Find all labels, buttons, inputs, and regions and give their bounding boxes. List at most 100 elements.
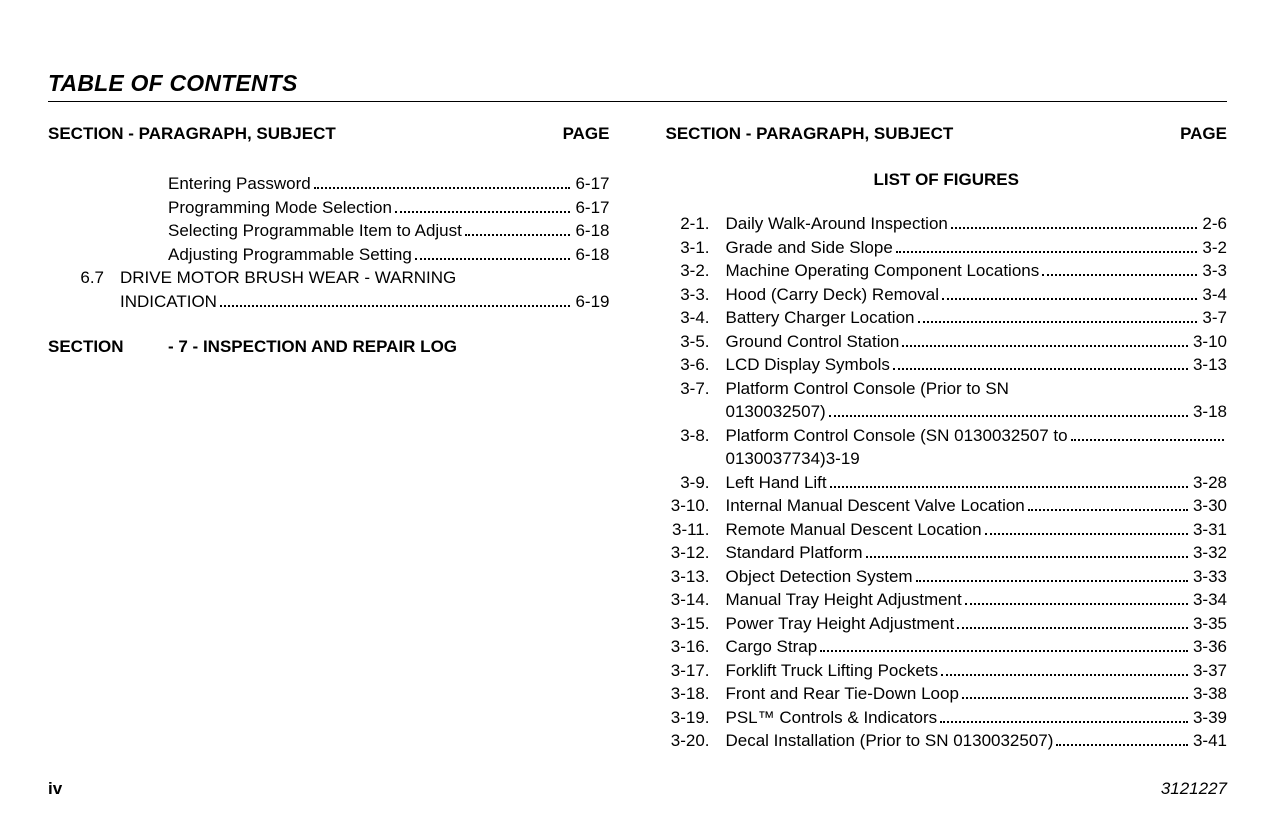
- toc-entry: 3-20.Decal Installation (Prior to SN 013…: [666, 729, 1228, 753]
- leader-dots: [395, 199, 571, 213]
- entry-page: 3-39: [1191, 706, 1227, 730]
- page-footer: iv 3121227: [48, 779, 1227, 799]
- leader-dots: [893, 356, 1188, 370]
- entry-title: Power Tray Height Adjustment: [726, 612, 955, 636]
- leader-dots: [957, 615, 1188, 629]
- colhead-left: SECTION - PARAGRAPH, SUBJECT: [48, 124, 336, 144]
- list-of-figures-heading: LIST OF FIGURES: [666, 170, 1228, 190]
- section-heading: SECTION - 7 - INSPECTION AND REPAIR LOG: [48, 337, 610, 357]
- entry-number: 3-3.: [666, 283, 726, 307]
- entry-title: Internal Manual Descent Valve Location: [726, 494, 1025, 518]
- toc-entry: 3-10.Internal Manual Descent Valve Locat…: [666, 494, 1228, 518]
- entry-number: 3-1.: [666, 236, 726, 260]
- toc-entry: 3-8.Platform Control Console (SN 0130032…: [666, 424, 1228, 448]
- entry-number: 3-13.: [666, 565, 726, 589]
- toc-entry: 3-19.PSL™ Controls & Indicators 3-39: [666, 706, 1228, 730]
- toc-entry: 3-16.Cargo Strap 3-36: [666, 635, 1228, 659]
- toc-entry: 3-14.Manual Tray Height Adjustment 3-34: [666, 588, 1228, 612]
- entry-title: Front and Rear Tie-Down Loop: [726, 682, 959, 706]
- colhead-left: SECTION - PARAGRAPH, SUBJECT: [666, 124, 954, 144]
- leader-dots: [314, 175, 571, 189]
- leader-dots: [951, 215, 1198, 229]
- entry-title: Selecting Programmable Item to Adjust: [168, 219, 462, 243]
- leader-dots: [940, 709, 1188, 723]
- entry-number: 3-16.: [666, 635, 726, 659]
- toc-entry: .0130037734)3-19: [666, 447, 1228, 471]
- toc-entry: 3-12.Standard Platform 3-32: [666, 541, 1228, 565]
- entry-page: 6-18: [573, 243, 609, 267]
- entry-number: 3-17.: [666, 659, 726, 683]
- entry-title: Standard Platform: [726, 541, 863, 565]
- leader-dots: [941, 662, 1188, 676]
- entry-title: LCD Display Symbols: [726, 353, 890, 377]
- entry-page: 3-37: [1191, 659, 1227, 683]
- toc-entry: 3-13.Object Detection System3-33: [666, 565, 1228, 589]
- entry-number: 3-11.: [666, 518, 726, 542]
- leader-dots: [829, 403, 1188, 417]
- entry-title: 0130037734)3-19: [726, 447, 860, 471]
- columns: SECTION - PARAGRAPH, SUBJECT PAGE Enteri…: [48, 124, 1227, 753]
- entry-page: 3-36: [1191, 635, 1227, 659]
- toc-entry: 3-5.Ground Control Station3-10: [666, 330, 1228, 354]
- entry-number: 3-2.: [666, 259, 726, 283]
- entry-number: 3-8.: [666, 424, 726, 448]
- entry-page: 3-7: [1200, 306, 1227, 330]
- leader-dots: [902, 333, 1188, 347]
- entry-title: Hood (Carry Deck) Removal: [726, 283, 940, 307]
- section-left: SECTION: [48, 337, 168, 357]
- toc-entry: 3-7.Platform Control Console (Prior to S…: [666, 377, 1228, 401]
- entry-number: 2-1.: [666, 212, 726, 236]
- entry-title: Decal Installation (Prior to SN 01300325…: [726, 729, 1054, 753]
- entry-title: Cargo Strap: [726, 635, 818, 659]
- entry-title: Adjusting Programmable Setting: [168, 243, 412, 267]
- leader-dots: [918, 309, 1198, 323]
- toc-entry: Programming Mode Selection 6-17: [48, 196, 610, 220]
- toc-entry: 6.7DRIVE MOTOR BRUSH WEAR - WARNING: [48, 266, 610, 290]
- leader-dots: [962, 685, 1188, 699]
- entry-title: Programming Mode Selection: [168, 196, 392, 220]
- entry-number: 3-18.: [666, 682, 726, 706]
- toc-entry: 3-11.Remote Manual Descent Location3-31: [666, 518, 1228, 542]
- toc-entry: Entering Password6-17: [48, 172, 610, 196]
- entry-page: 3-33: [1191, 565, 1227, 589]
- toc-entry: 2-1.Daily Walk-Around Inspection2-6: [666, 212, 1228, 236]
- entry-page: 3-35: [1191, 612, 1227, 636]
- entry-number: 3-20.: [666, 729, 726, 753]
- entry-page: 3-28: [1191, 471, 1227, 495]
- toc-entry: 3-17.Forklift Truck Lifting Pockets3-37: [666, 659, 1228, 683]
- footer-doc-number: 3121227: [1161, 779, 1227, 799]
- leader-dots: [1028, 497, 1188, 511]
- entry-title: INDICATION: [120, 290, 217, 314]
- entry-number: 3-5.: [666, 330, 726, 354]
- column-header: SECTION - PARAGRAPH, SUBJECT PAGE: [48, 124, 610, 144]
- entry-title: Manual Tray Height Adjustment: [726, 588, 962, 612]
- entry-page: 3-34: [1191, 588, 1227, 612]
- entry-page: 3-38: [1191, 682, 1227, 706]
- toc-entry: .0130032507)3-18: [666, 400, 1228, 424]
- entry-page: 3-41: [1191, 729, 1227, 753]
- leader-dots: [415, 246, 571, 260]
- entry-title: PSL™ Controls & Indicators: [726, 706, 938, 730]
- entry-page: 3-10: [1191, 330, 1227, 354]
- entry-page: 3-18: [1191, 400, 1227, 424]
- entry-number: 3-12.: [666, 541, 726, 565]
- leader-dots: [942, 286, 1197, 300]
- entry-number: 3-19.: [666, 706, 726, 730]
- entry-page: 3-30: [1191, 494, 1227, 518]
- entry-page: 3-32: [1191, 541, 1227, 565]
- leader-dots: [1042, 262, 1197, 276]
- right-column: SECTION - PARAGRAPH, SUBJECT PAGE LIST O…: [666, 124, 1228, 753]
- entry-page: 3-4: [1200, 283, 1227, 307]
- toc-entry: 3-4.Battery Charger Location3-7: [666, 306, 1228, 330]
- entry-page: 6-17: [573, 196, 609, 220]
- colhead-right: PAGE: [563, 124, 610, 144]
- page: TABLE OF CONTENTS SECTION - PARAGRAPH, S…: [0, 0, 1275, 825]
- entry-title: 0130032507): [726, 400, 826, 424]
- leader-dots: [985, 521, 1188, 535]
- entry-title: Platform Control Console (SN 0130032507 …: [726, 424, 1068, 448]
- toc-entry: 3-3.Hood (Carry Deck) Removal 3-4: [666, 283, 1228, 307]
- leader-dots: [866, 544, 1188, 558]
- entry-number: 3-4.: [666, 306, 726, 330]
- entry-number: 3-14.: [666, 588, 726, 612]
- column-header: SECTION - PARAGRAPH, SUBJECT PAGE: [666, 124, 1228, 144]
